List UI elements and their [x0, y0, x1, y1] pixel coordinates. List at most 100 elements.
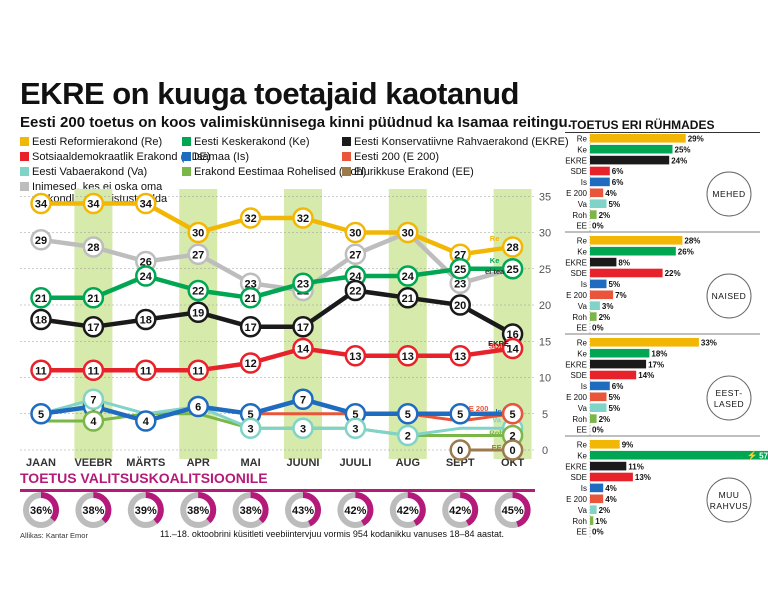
y-tick-label: 5	[542, 409, 548, 421]
point-label: 5	[457, 409, 463, 421]
bar-value-label: 8%	[618, 258, 630, 267]
donut-value-label: 42%	[397, 505, 419, 517]
point-marker	[449, 439, 471, 461]
point-label: 0	[457, 445, 463, 457]
point-label: 27	[454, 249, 466, 261]
group-label-text: NAISED	[712, 291, 747, 301]
point-marker	[449, 345, 471, 367]
bar-category-label: Va	[578, 506, 588, 515]
bar-is	[590, 279, 607, 289]
legend-label: Eesti Reformierakond (Re)	[32, 136, 163, 148]
point-label: 17	[87, 322, 99, 334]
bar-value-label: 13%	[635, 473, 651, 482]
point-marker	[135, 359, 157, 381]
series-annotation-re: Re	[490, 234, 500, 243]
point-label: 23	[454, 278, 466, 290]
bar-category-label: Is	[581, 178, 587, 187]
point-label: 11	[35, 365, 47, 377]
data-point-ekre: 18	[135, 308, 157, 331]
point-label: 25	[454, 264, 466, 276]
bar-category-label: Va	[578, 302, 588, 311]
donut-fill	[75, 492, 112, 528]
groups-chart-title: TOETUS ERI RÜHMADES	[570, 118, 715, 132]
data-point-ke: 23	[292, 272, 314, 294]
bar-is	[590, 177, 610, 187]
legend-swatch	[182, 137, 191, 146]
donut-fill	[232, 492, 269, 528]
bar-ekre	[590, 359, 647, 369]
y-tick-label: 15	[539, 336, 551, 348]
bar-value-label: 0%	[592, 324, 604, 333]
bar-sde	[590, 166, 610, 176]
point-marker	[187, 301, 209, 323]
point-label: 25	[506, 264, 518, 276]
point-marker	[239, 352, 262, 374]
point-marker	[135, 308, 157, 331]
bar-category-label: EE	[576, 528, 587, 537]
legend-swatch	[20, 167, 29, 176]
data-point-none: 29	[30, 229, 52, 251]
point-label: 13	[454, 351, 466, 363]
bar-re	[590, 338, 699, 347]
data-point-e200: 5	[501, 403, 524, 425]
point-label: 5	[405, 409, 411, 421]
bar-value-label: 1%	[595, 517, 607, 526]
x-tick-label: JAAN	[26, 457, 56, 469]
series-annotation-va: Va	[492, 415, 502, 424]
donut-value-label: 43%	[292, 505, 314, 517]
donut-fill	[389, 492, 426, 528]
point-marker	[135, 265, 157, 287]
bar-va	[590, 403, 607, 412]
bar-category-label: Ke	[577, 349, 587, 358]
coalition-donut: 38%	[75, 492, 112, 528]
bolt-icon: ⚡	[746, 449, 757, 461]
donut-value-label: 39%	[135, 505, 157, 517]
point-label: 17	[244, 322, 256, 334]
point-marker	[344, 279, 367, 302]
bar-ekre	[590, 461, 627, 471]
data-point-is: 5	[397, 403, 419, 425]
point-label: 24	[140, 271, 153, 283]
group-label-text: MUU	[719, 490, 740, 500]
point-label: 0	[510, 445, 516, 457]
data-point-va: 3	[292, 417, 314, 439]
legend-item-sde: Sotsiaaldemokraatlik Erakond (SDE)	[20, 151, 211, 163]
data-point-is: 5	[449, 403, 471, 425]
series-line-ke	[41, 266, 513, 301]
bar-category-label: Ke	[577, 145, 587, 154]
bar-value-label: 2%	[599, 313, 611, 322]
point-label: 28	[87, 242, 99, 254]
data-point-is: 4	[135, 410, 157, 432]
bar-sde	[590, 472, 633, 482]
bar-category-label: Ke	[577, 247, 587, 256]
point-marker	[187, 221, 209, 244]
y-tick-label: 10	[539, 373, 551, 385]
point-label: 11	[192, 365, 204, 377]
point-marker	[501, 258, 524, 280]
point-marker	[82, 287, 105, 309]
point-marker	[239, 287, 262, 309]
bar-category-label: EKRE	[565, 156, 587, 165]
bar-roh	[590, 210, 597, 219]
donut-fill	[494, 492, 531, 528]
point-marker	[30, 229, 52, 251]
data-point-ke: 25	[501, 258, 524, 280]
donut-value-label: 38%	[187, 505, 209, 517]
data-point-re: 32	[239, 207, 262, 229]
point-label: 18	[140, 315, 152, 327]
point-marker	[501, 236, 524, 258]
source-note: Allikas: Kantar Emor	[20, 531, 88, 540]
point-label: 14	[506, 344, 519, 356]
data-point-ekre: 17	[82, 316, 105, 338]
donut-fill	[285, 492, 321, 528]
point-label: 11	[88, 365, 100, 377]
data-point-ekre: 20	[449, 294, 471, 316]
data-point-re: 30	[397, 221, 419, 244]
bar-category-label: Roh	[572, 415, 587, 424]
bar-value-label: 5%	[609, 393, 621, 402]
data-point-sde: 11	[187, 359, 209, 381]
series-annotation-ke: Ke	[490, 256, 500, 265]
bar-value-label: 24%	[671, 156, 687, 165]
coalition-donut: 36%	[23, 492, 59, 528]
x-tick-label: OKT	[501, 457, 525, 469]
